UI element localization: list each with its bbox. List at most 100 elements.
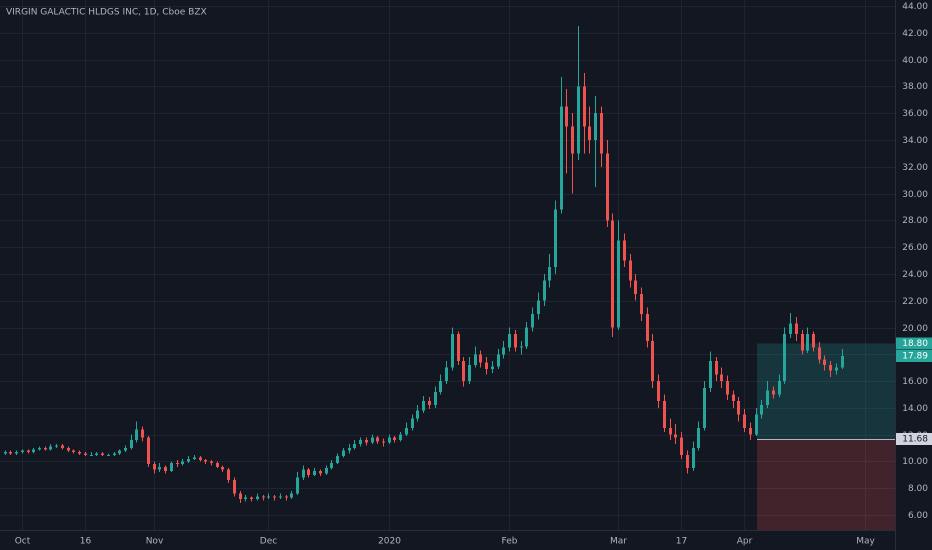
candle-body: [90, 454, 93, 456]
y-tick-label: 10.00: [902, 457, 928, 467]
y-tick-label: 24.00: [902, 270, 928, 280]
candle-body: [732, 394, 735, 402]
candle-body: [514, 334, 517, 348]
candle-body: [835, 367, 838, 371]
candle-body: [623, 240, 626, 261]
x-tick-label: Oct: [15, 537, 31, 547]
candle-body: [737, 401, 740, 415]
candle-body: [709, 360, 712, 388]
candle-body: [692, 448, 695, 469]
candle-body: [95, 453, 98, 455]
candle-body: [78, 452, 81, 454]
candle-body: [158, 466, 161, 470]
candle-body: [204, 460, 207, 462]
y-tick-label: 30.00: [902, 190, 928, 200]
y-tick-label: 8.00: [908, 484, 928, 494]
candle-body: [107, 454, 110, 456]
y-tick-label: 36.00: [902, 109, 928, 119]
candle-body: [778, 381, 781, 395]
candle-body: [290, 493, 293, 498]
position-tool: [757, 343, 895, 530]
candle-body: [640, 294, 643, 315]
candle-body: [181, 461, 184, 465]
candle-body: [548, 267, 551, 281]
candle-body: [594, 113, 597, 140]
candle-body: [359, 440, 362, 445]
candle-body: [319, 470, 322, 474]
candle-body: [216, 462, 219, 467]
candle-body: [760, 405, 763, 415]
candle-body: [766, 390, 769, 406]
candle-body: [474, 354, 477, 366]
candle-body: [697, 427, 700, 449]
candle-body: [113, 453, 116, 455]
y-tick-label: 38.00: [902, 82, 928, 92]
candle-body: [273, 496, 276, 498]
candle-body: [543, 280, 546, 301]
candle-body: [44, 448, 47, 450]
y-tick-label: 20.00: [902, 324, 928, 334]
candle-body: [651, 340, 654, 382]
candle-body: [199, 457, 202, 461]
price-label: 18.80: [902, 339, 928, 349]
profit-zone: [757, 343, 895, 439]
candle-body: [84, 453, 87, 455]
candle-body: [233, 480, 236, 494]
candle-body: [422, 401, 425, 411]
candle-body: [497, 354, 500, 367]
candle-body: [525, 327, 528, 347]
candle-body: [617, 240, 620, 328]
candle-body: [296, 477, 299, 494]
candle-body: [479, 354, 482, 363]
candle-body: [829, 365, 832, 371]
candles: [4, 26, 844, 503]
x-tick-label: 2020: [378, 537, 401, 547]
candle-body: [720, 374, 723, 382]
candle-body: [783, 334, 786, 382]
price-label-bg: [896, 349, 932, 362]
candle-body: [749, 427, 752, 435]
x-tick-label: Apr: [737, 537, 753, 547]
candle-body: [428, 401, 431, 406]
candle-body: [606, 153, 609, 221]
candle-body: [462, 360, 465, 382]
candle-body: [61, 445, 64, 449]
candle-body: [325, 468, 328, 474]
candle-body: [755, 414, 758, 435]
x-tick-label: Mar: [610, 537, 627, 547]
candle-body: [21, 450, 24, 453]
candle-body: [262, 496, 265, 498]
candle-body: [726, 381, 729, 395]
price-label-bg: [896, 432, 932, 445]
candle-body: [382, 441, 385, 443]
candle-body: [468, 365, 471, 382]
candle-body: [342, 450, 345, 457]
candle-body: [135, 429, 138, 441]
candle-body: [170, 462, 173, 471]
candle-body: [669, 427, 672, 435]
candle-body: [795, 323, 798, 335]
candle-body: [365, 440, 368, 443]
candle-body: [823, 359, 826, 366]
candle-body: [164, 466, 167, 471]
y-tick-label: 6.00: [908, 511, 928, 521]
candle-body: [812, 334, 815, 348]
candle-body: [502, 347, 505, 355]
candle-body: [176, 462, 179, 465]
candle-body: [565, 106, 568, 127]
candle-body: [588, 126, 591, 140]
price-label: 17.89: [902, 351, 928, 361]
candle-body: [560, 106, 563, 210]
y-tick-label: 16.00: [902, 377, 928, 387]
candle-body: [634, 280, 637, 295]
candle-body: [244, 497, 247, 499]
candle-body: [806, 334, 809, 351]
candle-body: [313, 470, 316, 475]
candle-body: [537, 300, 540, 315]
y-tick-label: 44.00: [902, 2, 928, 12]
candle-body: [32, 449, 35, 453]
candle-body: [353, 444, 356, 449]
candle-body: [27, 450, 30, 453]
candle-body: [416, 410, 419, 419]
